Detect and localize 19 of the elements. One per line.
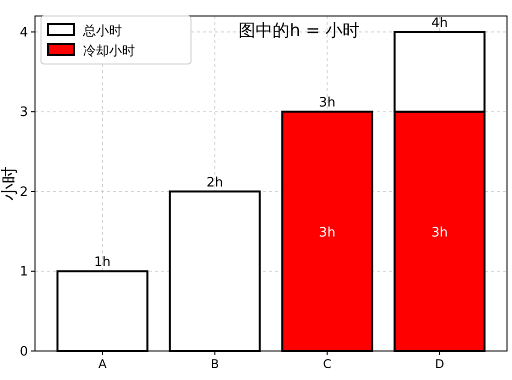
x-tick-label: A (98, 357, 108, 371)
data-label: 3h (318, 225, 336, 240)
x-tick-label: D (434, 357, 444, 371)
legend-label: 冷却小时 (83, 44, 135, 59)
data-label: 3h (431, 225, 448, 240)
y-tick-label: 1 (20, 264, 28, 280)
legend-label: 总小时 (82, 24, 122, 39)
y-tick-label: 3 (20, 105, 28, 120)
y-tick-label: 2 (20, 184, 28, 200)
total-label: 1h (94, 255, 111, 270)
y-axis-title: 小时 (0, 166, 20, 200)
x-tick-label: C (322, 357, 332, 371)
y-tick-label: 4 (20, 25, 28, 40)
x-tick-label: B (210, 357, 219, 371)
total-label: 2h (206, 175, 224, 190)
total-label: 3h (318, 96, 336, 111)
total-label: 4h (431, 16, 448, 31)
chart-title: 图中的h = 小时 (238, 21, 360, 41)
y-tick-label: 0 (20, 344, 28, 360)
